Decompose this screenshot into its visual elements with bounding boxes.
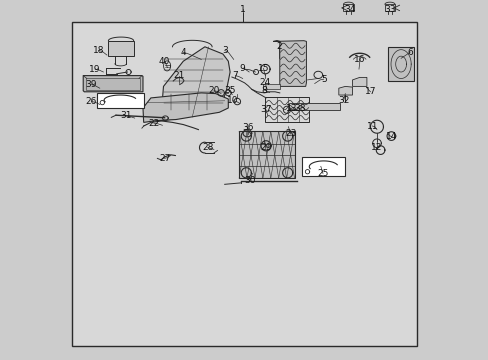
- Text: 36: 36: [242, 123, 253, 132]
- Polygon shape: [352, 77, 366, 86]
- Text: 26: 26: [85, 97, 97, 106]
- Polygon shape: [83, 76, 142, 92]
- Text: 33: 33: [383, 5, 394, 14]
- Text: 7: 7: [232, 71, 238, 80]
- Text: 11: 11: [366, 122, 377, 131]
- Text: 13: 13: [285, 104, 297, 113]
- Text: 4: 4: [180, 48, 186, 57]
- Text: 6: 6: [407, 48, 412, 57]
- Bar: [387, 47, 413, 81]
- Text: 23: 23: [285, 130, 296, 139]
- Bar: [288, 103, 340, 110]
- Text: 30: 30: [244, 176, 255, 185]
- Bar: [97, 93, 144, 108]
- Text: 1: 1: [239, 5, 245, 14]
- Bar: [302, 157, 345, 176]
- Bar: [86, 78, 140, 90]
- Text: 10: 10: [227, 96, 238, 105]
- Text: 15: 15: [257, 64, 269, 73]
- Text: 21: 21: [173, 71, 184, 80]
- Text: 14: 14: [386, 132, 397, 141]
- Polygon shape: [338, 86, 352, 95]
- Bar: [108, 41, 133, 56]
- Text: 5: 5: [320, 75, 326, 84]
- Bar: [239, 131, 294, 178]
- Text: 29: 29: [260, 143, 271, 152]
- Text: 40: 40: [159, 57, 170, 66]
- Polygon shape: [153, 47, 230, 121]
- Text: 3: 3: [222, 46, 227, 55]
- Text: 32: 32: [337, 96, 348, 105]
- Text: 38: 38: [294, 104, 305, 113]
- Text: 19: 19: [89, 65, 101, 74]
- Text: 35: 35: [224, 86, 235, 95]
- Text: 34: 34: [344, 5, 355, 14]
- Text: 25: 25: [317, 169, 328, 178]
- Text: 39: 39: [85, 80, 97, 89]
- Text: 31: 31: [121, 112, 132, 120]
- Text: 28: 28: [202, 143, 213, 152]
- Text: 20: 20: [208, 86, 219, 95]
- Polygon shape: [273, 41, 306, 86]
- Bar: [262, 84, 279, 89]
- Text: 16: 16: [353, 55, 365, 64]
- Text: 24: 24: [259, 78, 270, 87]
- Text: 37: 37: [260, 105, 271, 114]
- Text: 22: 22: [148, 119, 159, 128]
- Bar: [343, 4, 353, 11]
- Polygon shape: [142, 93, 228, 122]
- Bar: [72, 22, 416, 346]
- Text: 18: 18: [93, 46, 104, 55]
- Text: 12: 12: [370, 143, 382, 152]
- Text: 2: 2: [275, 42, 281, 51]
- Text: 9: 9: [239, 64, 245, 73]
- Text: 8: 8: [261, 86, 266, 95]
- Bar: [384, 4, 394, 11]
- Text: 17: 17: [364, 87, 375, 96]
- Text: 27: 27: [159, 154, 170, 163]
- Bar: [265, 97, 309, 122]
